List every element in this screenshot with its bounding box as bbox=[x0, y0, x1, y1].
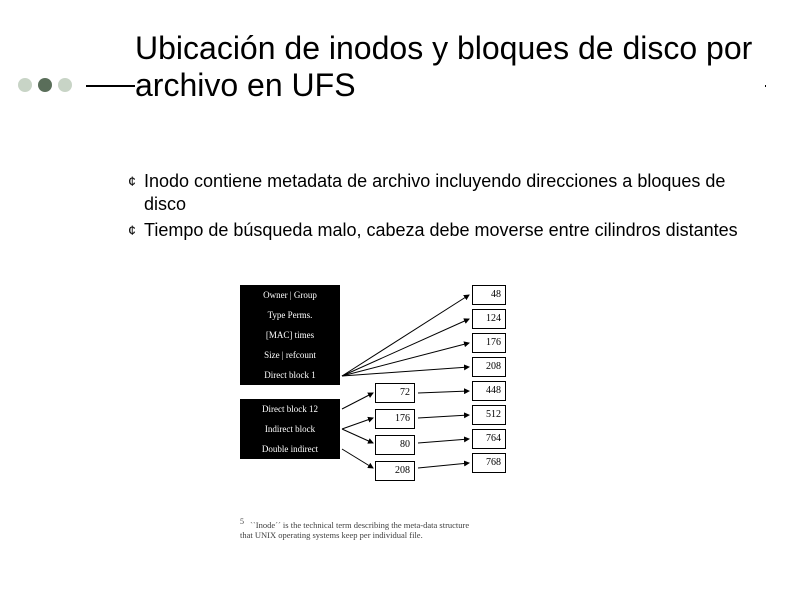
footnote-mark: 5 bbox=[240, 517, 244, 526]
dot-3 bbox=[58, 78, 72, 92]
mid-cell: 208 bbox=[375, 461, 415, 481]
inode-cell-size: Size | refcount bbox=[240, 345, 340, 365]
right-cell: 176 bbox=[472, 333, 506, 353]
inode-cell-type: Type Perms. bbox=[240, 305, 340, 325]
inode-diagram: Owner | Group Type Perms. [MAC] times Si… bbox=[190, 285, 630, 565]
right-column: 48 124 176 208 448 512 764 768 bbox=[472, 285, 506, 477]
bullet-item: ¢ Tiempo de búsqueda malo, cabeza debe m… bbox=[120, 219, 740, 242]
slide: Ubicación de inodos y bloques de disco p… bbox=[0, 0, 794, 595]
diagram-footnote: 5 ``Inode´´ is the technical term descri… bbox=[240, 517, 480, 541]
inode-cell-double: Double indirect bbox=[240, 439, 340, 459]
slide-title: Ubicación de inodos y bloques de disco p… bbox=[135, 30, 765, 104]
bullet-marker: ¢ bbox=[120, 170, 144, 215]
dot-1 bbox=[18, 78, 32, 92]
right-cell: 512 bbox=[472, 405, 506, 425]
footnote-text: ``Inode´´ is the technical term describi… bbox=[240, 520, 469, 541]
mid-cell: 80 bbox=[375, 435, 415, 455]
right-cell: 48 bbox=[472, 285, 506, 305]
right-cell: 768 bbox=[472, 453, 506, 473]
right-cell: 448 bbox=[472, 381, 506, 401]
dot-2 bbox=[38, 78, 52, 92]
right-cell: 208 bbox=[472, 357, 506, 377]
bullet-list: ¢ Inodo contiene metadata de archivo inc… bbox=[120, 170, 740, 246]
mid-cell: 176 bbox=[375, 409, 415, 429]
mid-cell: 72 bbox=[375, 383, 415, 403]
inode-cell-times: [MAC] times bbox=[240, 325, 340, 345]
bullet-text: Tiempo de búsqueda malo, cabeza debe mov… bbox=[144, 219, 740, 242]
inode-cell-direct12: Direct block 12 bbox=[240, 399, 340, 419]
inode-cell-direct1: Direct block 1 bbox=[240, 365, 340, 385]
inode-cell-indirect: Indirect block bbox=[240, 419, 340, 439]
mid-column: 72 176 80 208 bbox=[375, 383, 415, 487]
bullet-item: ¢ Inodo contiene metadata de archivo inc… bbox=[120, 170, 740, 215]
right-cell: 764 bbox=[472, 429, 506, 449]
bullet-text: Inodo contiene metadata de archivo inclu… bbox=[144, 170, 740, 215]
header-dots bbox=[18, 78, 78, 92]
inode-column: Owner | Group Type Perms. [MAC] times Si… bbox=[240, 285, 340, 459]
inode-gap bbox=[240, 385, 340, 399]
bullet-marker: ¢ bbox=[120, 219, 144, 242]
inode-cell-owner: Owner | Group bbox=[240, 285, 340, 305]
right-cell: 124 bbox=[472, 309, 506, 329]
